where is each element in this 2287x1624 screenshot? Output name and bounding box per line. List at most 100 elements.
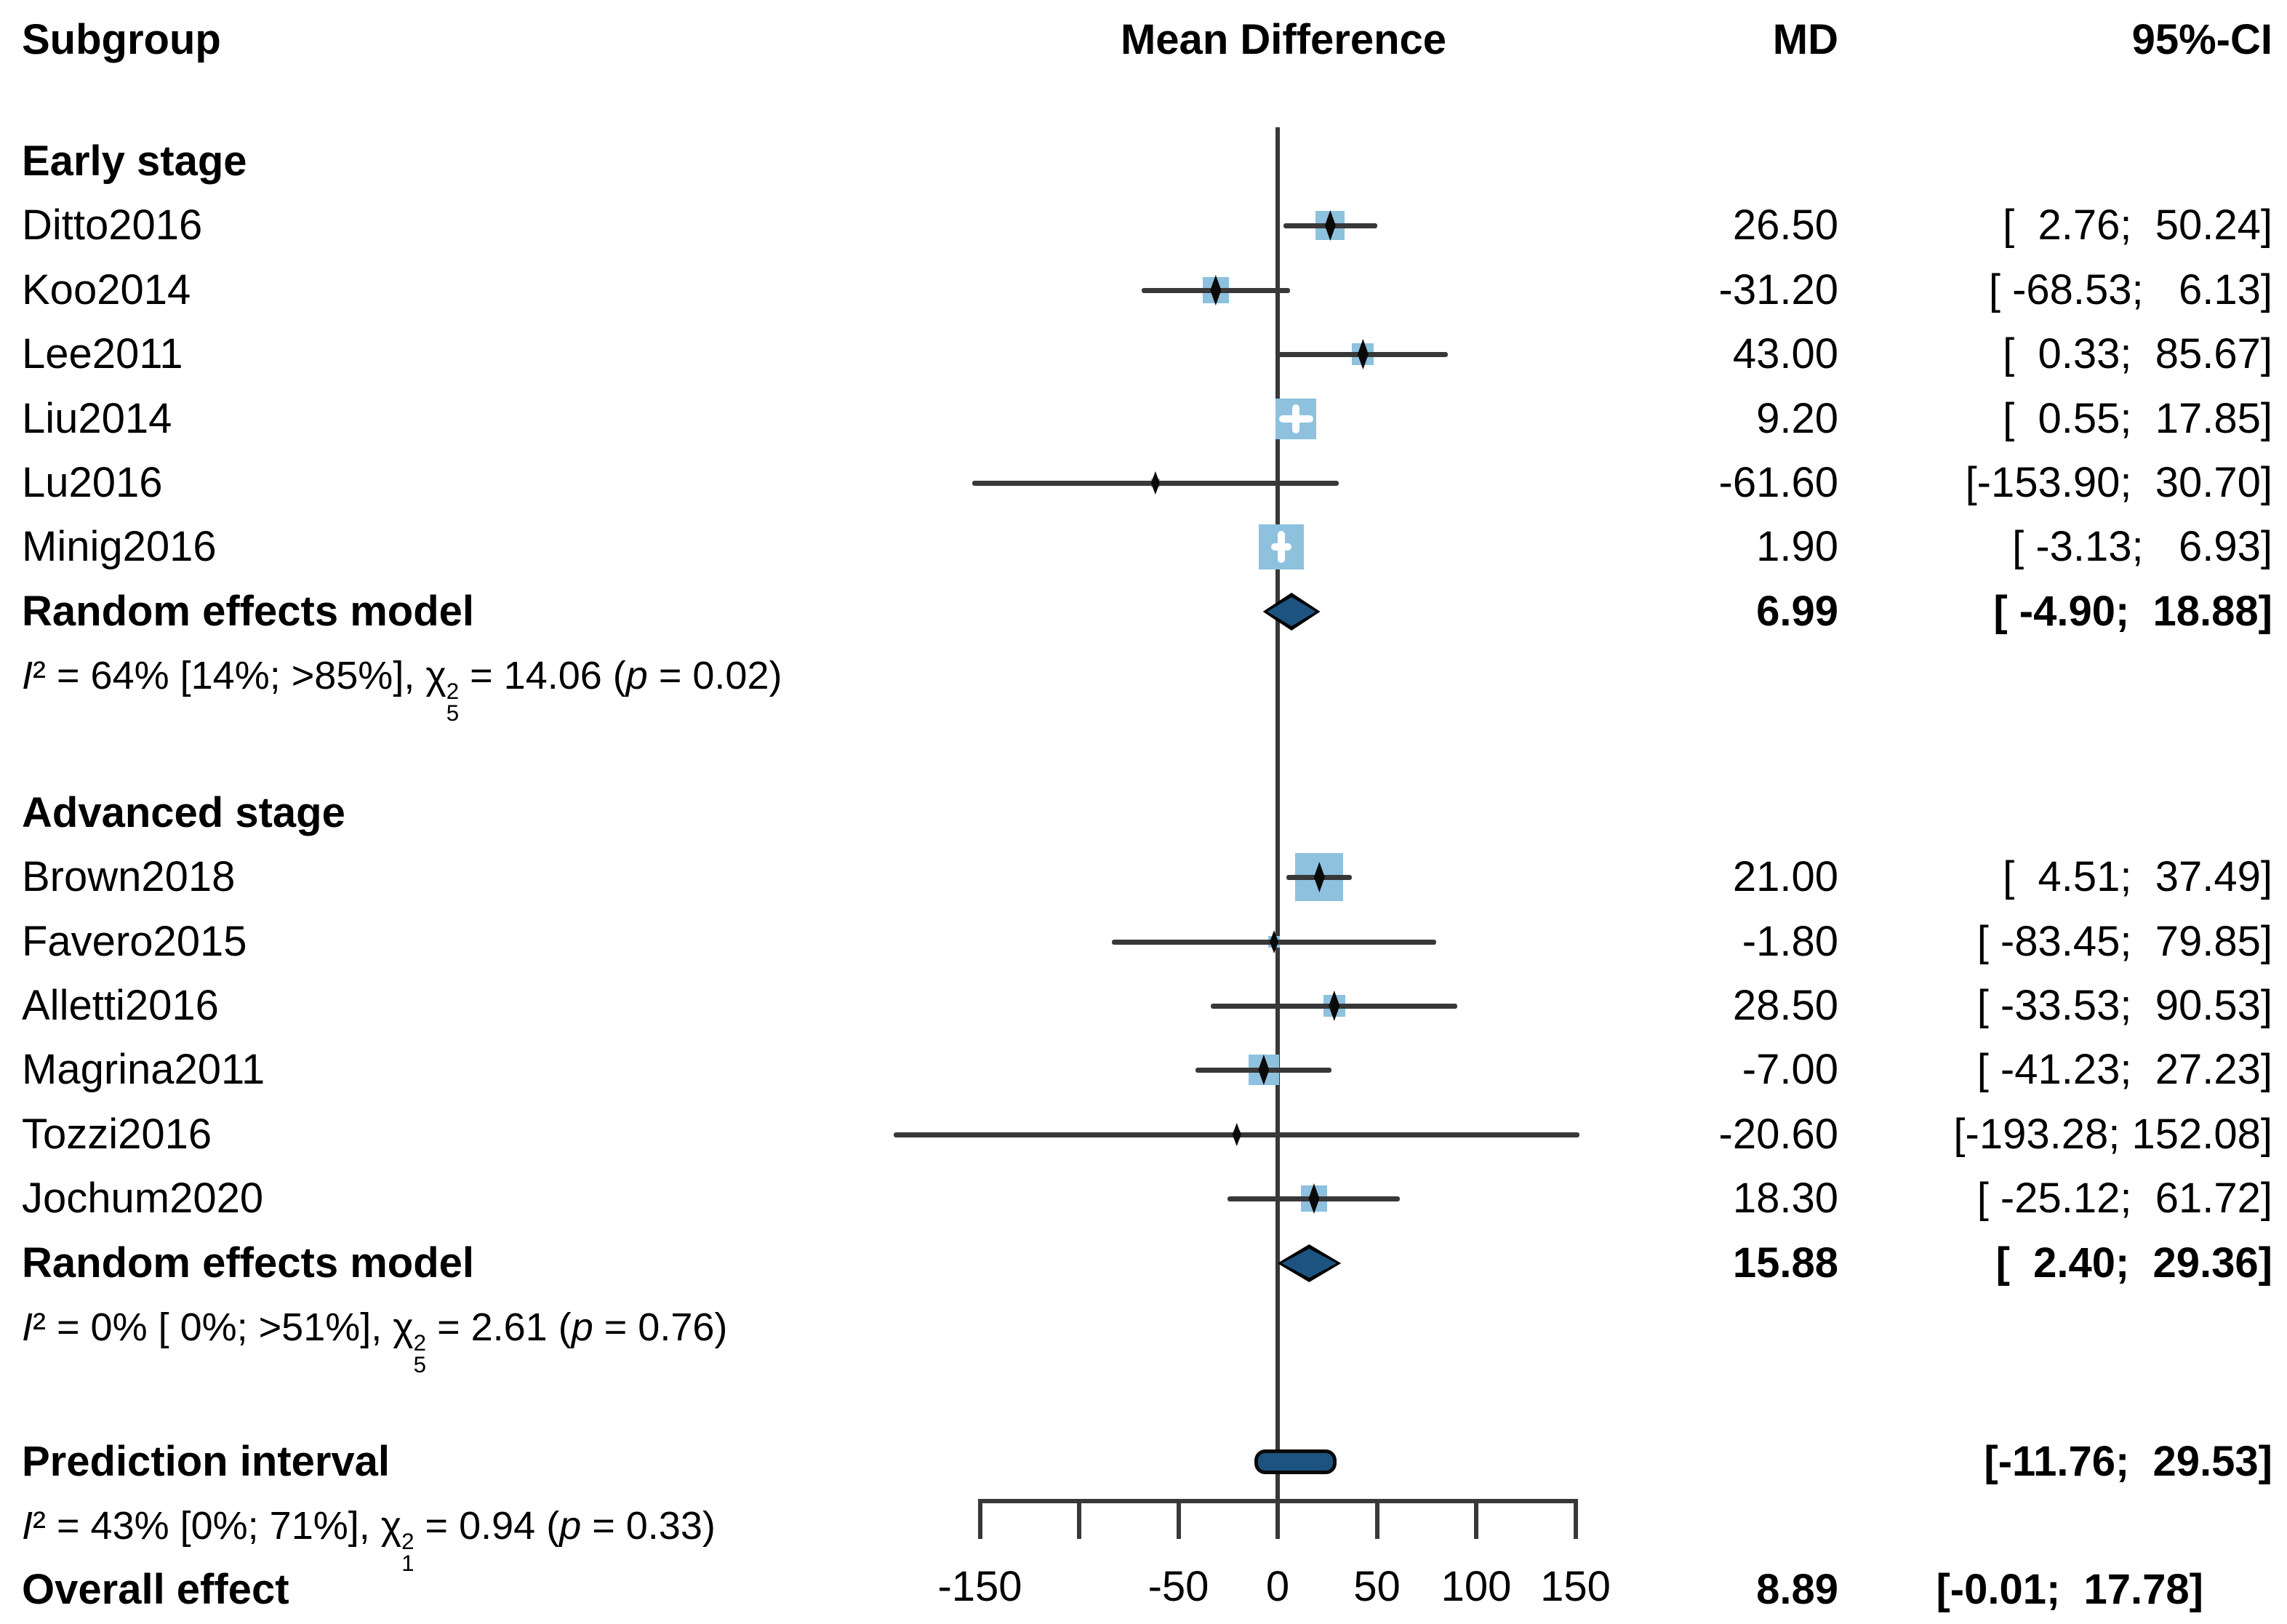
study-ci-value: [ -25.12; 61.72] (1976, 1175, 2272, 1222)
p-symbol: p (571, 1305, 593, 1349)
column-header-md: MD (1772, 16, 1838, 63)
chi-df: 5 (446, 700, 460, 726)
study-md-value: -7.00 (1742, 1046, 1838, 1093)
point-marker-white (1278, 530, 1286, 564)
point-marker (1329, 991, 1340, 1021)
i-squared-stat: I² = 64% [14%; >85%], (22, 654, 426, 697)
chi-exponent: 2 (413, 1330, 427, 1356)
overall-effect-label: Overall effect (22, 1566, 289, 1613)
x-tick-label: 0 (1265, 1563, 1290, 1610)
study-md-value: -20.60 (1718, 1111, 1838, 1158)
study-ci-value: [ -3.13; 6.93] (2012, 523, 2272, 570)
summary-diamond-fill (1281, 1249, 1337, 1278)
study-label: Jochum2020 (22, 1175, 264, 1222)
study-ci-value: [ 0.33; 85.67] (2003, 330, 2272, 377)
chi-symbol: χ (380, 1504, 402, 1548)
x-axis-tick (977, 1501, 982, 1539)
study-md-value: -1.80 (1742, 918, 1838, 965)
point-marker (1357, 339, 1369, 369)
study-label: Minig2016 (22, 523, 217, 570)
p-symbol: p (559, 1504, 582, 1548)
study-label: Alletti2016 (22, 982, 219, 1029)
study-ci-value: [-153.90; 30.70] (1965, 459, 2272, 506)
p-symbol: p (625, 654, 648, 697)
study-ci-value: [ 0.55; 17.85] (2003, 395, 2272, 442)
study-ci-value: [-193.28; 152.08] (1953, 1111, 2272, 1158)
summary-ci-value: [ 2.40; 29.36] (1995, 1239, 2272, 1287)
study-md-value: 21.00 (1732, 853, 1838, 900)
i-squared-stat: I² = 43% [0%; 71%], (22, 1504, 381, 1548)
chi-exponent: 2 (446, 679, 460, 705)
summary-md-value: 6.99 (1756, 588, 1838, 635)
chi-value: = 0.94 ( (414, 1504, 560, 1548)
x-tick-label: 100 (1441, 1563, 1512, 1610)
study-md-value: 1.90 (1756, 523, 1838, 570)
p-value: = 0.76) (593, 1305, 728, 1349)
summary-md-value: 15.88 (1732, 1239, 1838, 1287)
x-tick-label: -150 (937, 1563, 1022, 1610)
study-label: Brown2018 (22, 853, 236, 900)
group-name: Advanced stage (22, 789, 345, 836)
study-label: Liu2014 (22, 395, 172, 442)
zero-reference-line (1275, 127, 1280, 1501)
study-label: Ditto2016 (22, 201, 203, 249)
study-label: Tozzi2016 (22, 1111, 212, 1158)
summary-ci-value: [ -4.90; 18.88] (1993, 588, 2272, 635)
point-marker (1313, 862, 1325, 892)
chi-exponent: 2 (401, 1529, 414, 1555)
chi-symbol: χ (425, 654, 446, 697)
prediction-interval-label: Prediction interval (22, 1438, 390, 1485)
chi-df: 1 (401, 1550, 414, 1576)
summary-label: Random effects model (22, 588, 474, 635)
point-marker-white (1292, 404, 1300, 434)
study-md-value: 28.50 (1732, 982, 1838, 1029)
study-label: Koo2014 (22, 266, 191, 313)
p-value: = 0.02) (647, 654, 782, 697)
column-header-subgroup: Subgroup (22, 16, 221, 63)
study-md-value: 18.30 (1732, 1175, 1838, 1222)
study-md-value: 26.50 (1732, 201, 1838, 249)
x-axis-tick (1077, 1501, 1081, 1539)
study-md-value: 43.00 (1732, 330, 1838, 377)
overall-md-value: 8.89 (1756, 1566, 1838, 1613)
study-md-value: -31.20 (1718, 266, 1838, 313)
study-ci-value: [ -68.53; 6.13] (1988, 266, 2272, 313)
x-tick-label: 50 (1353, 1563, 1401, 1610)
summary-diamond (1262, 593, 1321, 631)
chi-value: = 2.61 ( (426, 1305, 572, 1349)
study-ci-value: [ -33.53; 90.53] (1976, 982, 2272, 1029)
study-label: Magrina2011 (22, 1046, 265, 1093)
x-tick-label: -50 (1147, 1563, 1209, 1610)
summary-label: Random effects model (22, 1239, 474, 1287)
point-marker (1258, 1055, 1270, 1085)
i-squared-stat: I² = 0% [ 0%; >51%], (22, 1305, 393, 1349)
overall-ci-value: [-0.01; 17.78] (1936, 1566, 2203, 1613)
group-name: Early stage (22, 137, 247, 185)
point-marker (1324, 210, 1336, 241)
p-value: = 0.33) (581, 1504, 716, 1548)
x-axis-tick (1573, 1501, 1578, 1539)
study-label: Lee2011 (22, 330, 183, 377)
study-ci-value: [ 4.51; 37.49] (2003, 853, 2272, 900)
chi-df: 5 (413, 1351, 427, 1377)
column-header-ci: 95%-CI (2131, 16, 2272, 63)
x-axis-tick (1176, 1501, 1181, 1539)
study-label: Lu2016 (22, 459, 163, 506)
summary-diamond-fill (1267, 597, 1316, 626)
point-marker (1232, 1123, 1241, 1146)
point-marker (1150, 471, 1160, 495)
prediction-interval-bar (1254, 1449, 1337, 1474)
x-tick-label: 150 (1540, 1563, 1611, 1610)
point-marker (1308, 1183, 1320, 1214)
x-axis-tick (1474, 1501, 1478, 1539)
chi-value: = 14.06 ( (459, 654, 626, 697)
study-label: Favero2015 (22, 918, 247, 965)
x-axis-tick (1275, 1501, 1280, 1539)
column-header-mean-difference: Mean Difference (1120, 16, 1447, 63)
chi-symbol: χ (393, 1305, 414, 1349)
